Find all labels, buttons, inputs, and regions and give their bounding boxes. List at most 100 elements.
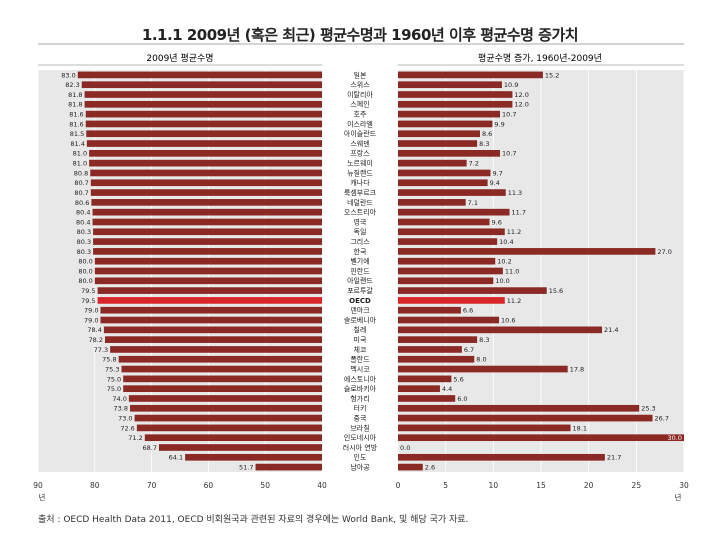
right-bar bbox=[398, 71, 543, 79]
left-value-label: 77.3 bbox=[94, 346, 108, 354]
left-bar bbox=[128, 395, 322, 402]
right-bar bbox=[398, 395, 456, 402]
right-bar bbox=[398, 326, 603, 334]
country-label: OECD bbox=[349, 297, 371, 305]
left-bar bbox=[94, 257, 322, 265]
left-value-label: 79.0 bbox=[84, 307, 98, 315]
left-value-label: 64.1 bbox=[169, 454, 183, 462]
left-bar bbox=[118, 355, 322, 363]
country-label: 폴란드 bbox=[350, 356, 370, 364]
left-bar bbox=[100, 316, 322, 324]
country-label: 아이슬란드 bbox=[344, 129, 377, 138]
left-value-label: 80.0 bbox=[78, 258, 92, 266]
country-label: 아일랜드 bbox=[347, 276, 373, 285]
country-label: 슬로바키아 bbox=[344, 384, 377, 393]
right-tick-label: 15 bbox=[536, 481, 546, 490]
left-bar bbox=[94, 277, 322, 285]
left-bar bbox=[93, 238, 322, 245]
left-value-label: 80.3 bbox=[77, 228, 91, 236]
left-tick-label: 70 bbox=[147, 481, 157, 490]
left-bar bbox=[100, 306, 322, 314]
country-label: 덴마크 bbox=[350, 306, 370, 315]
right-bar bbox=[398, 100, 513, 108]
left-panel-title: 2009년 평균수명 bbox=[146, 53, 213, 64]
left-value-label: 78.2 bbox=[89, 336, 103, 344]
left-value-label: 80.7 bbox=[74, 189, 88, 197]
country-label: 한국 bbox=[354, 248, 367, 256]
country-label: 남아공 bbox=[350, 462, 370, 471]
left-value-label: 81.6 bbox=[69, 111, 83, 119]
right-value-label: 0.0 bbox=[400, 444, 410, 452]
right-bar bbox=[398, 424, 571, 432]
right-panel-title: 평균수명 증가, 1960년-2009년 bbox=[478, 53, 602, 64]
country-label: 스위스 bbox=[350, 81, 370, 89]
left-bar bbox=[91, 199, 322, 206]
right-value-label: 15.2 bbox=[545, 71, 559, 79]
right-bar bbox=[398, 110, 501, 118]
country-label: 이스라엘 bbox=[347, 119, 373, 128]
left-value-label: 80.8 bbox=[74, 169, 88, 177]
right-tick-label: 0 bbox=[396, 481, 401, 490]
chart-title: 1.1.1 2009년 (혹은 최근) 평균수명과 1960년 이후 평균수명 … bbox=[141, 26, 579, 44]
country-label: 포르투갈 bbox=[347, 287, 373, 295]
right-tick-label: 5 bbox=[443, 481, 448, 490]
left-tick-label: 50 bbox=[260, 481, 270, 490]
left-bar bbox=[97, 297, 322, 304]
left-value-label: 74.0 bbox=[112, 395, 126, 403]
right-bar bbox=[398, 120, 493, 128]
right-bar bbox=[398, 453, 605, 461]
right-bar bbox=[398, 189, 506, 196]
right-bar bbox=[398, 267, 503, 275]
right-value-label: 10.0 bbox=[495, 277, 509, 285]
right-bar bbox=[398, 150, 501, 157]
country-label: 룩셈부르크 bbox=[344, 188, 377, 197]
right-value-label: 8.6 bbox=[482, 130, 492, 138]
country-label: 일본 bbox=[354, 70, 367, 79]
right-value-label: 10.7 bbox=[502, 111, 516, 119]
left-bar bbox=[90, 179, 322, 187]
right-bar bbox=[398, 463, 423, 471]
right-bar bbox=[398, 257, 496, 265]
left-bar bbox=[136, 424, 322, 432]
right-bar bbox=[398, 140, 478, 147]
right-value-label: 11.0 bbox=[505, 267, 519, 275]
right-bar bbox=[398, 385, 440, 392]
country-label: 러시아 연방 bbox=[343, 443, 378, 452]
right-value-label: 7.1 bbox=[468, 199, 478, 207]
left-value-label: 75.8 bbox=[102, 356, 116, 364]
left-value-label: 73.8 bbox=[114, 405, 128, 413]
right-bar bbox=[398, 238, 498, 245]
right-bar bbox=[398, 248, 656, 255]
left-value-label: 81.6 bbox=[69, 120, 83, 128]
left-bar bbox=[97, 287, 322, 294]
left-value-label: 68.7 bbox=[142, 444, 156, 452]
right-value-label: 2.6 bbox=[425, 463, 435, 471]
left-tick-label: 90 bbox=[33, 481, 43, 490]
right-value-label: 4.4 bbox=[442, 385, 452, 393]
right-bar bbox=[398, 199, 466, 206]
left-value-label: 51.7 bbox=[239, 463, 253, 471]
right-value-label: 10.2 bbox=[497, 258, 511, 266]
right-tick-label: 25 bbox=[632, 481, 642, 490]
right-value-label: 8.3 bbox=[479, 140, 489, 148]
left-bar bbox=[84, 91, 323, 98]
left-bar bbox=[123, 385, 322, 392]
left-bar bbox=[86, 130, 322, 138]
left-tick-label: 40 bbox=[317, 481, 327, 490]
left-bar bbox=[92, 208, 322, 216]
left-value-label: 80.7 bbox=[74, 179, 88, 187]
left-value-label: 81.0 bbox=[73, 150, 87, 158]
right-bar bbox=[398, 287, 547, 294]
left-bar bbox=[121, 365, 322, 373]
right-value-label: 7.2 bbox=[469, 160, 479, 168]
right-value-label: 15.6 bbox=[549, 287, 563, 295]
country-label: 네덜란드 bbox=[347, 198, 373, 207]
right-bar-chart: 15.210.912.012.010.79.98.68.310.77.29.79… bbox=[396, 70, 689, 502]
right-tick-label: 20 bbox=[584, 481, 594, 490]
right-value-label: 9.7 bbox=[492, 169, 502, 177]
left-bar bbox=[185, 453, 322, 461]
left-bar bbox=[90, 189, 322, 196]
right-value-label: 10.9 bbox=[504, 81, 518, 89]
left-bar bbox=[110, 346, 322, 353]
country-label: 이탈리아 bbox=[347, 90, 373, 99]
